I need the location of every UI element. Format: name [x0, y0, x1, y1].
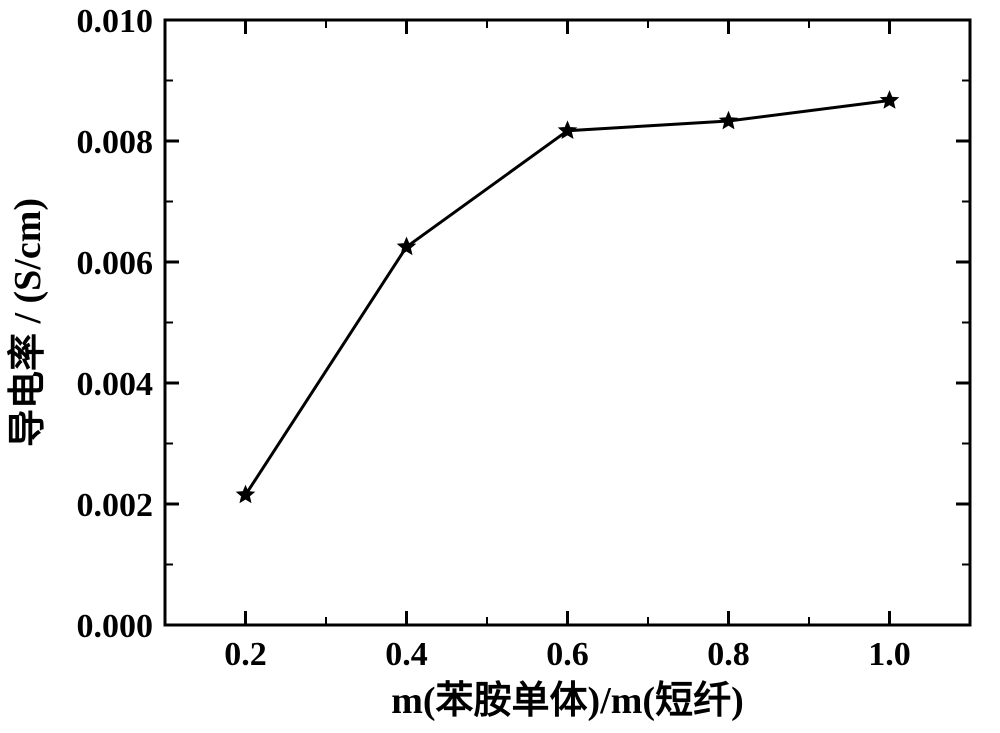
- x-axis-label: m(苯胺单体)/m(短纤): [391, 680, 743, 722]
- y-tick-label: 0.002: [77, 487, 154, 524]
- series-marker-star: [720, 112, 737, 128]
- y-axis-label: 导电率 / (S/cm): [7, 198, 49, 447]
- x-tick-label: 0.8: [707, 636, 750, 673]
- x-tick-label: 0.4: [385, 636, 428, 673]
- x-tick-label: 0.6: [546, 636, 589, 673]
- series-marker-star: [881, 91, 898, 107]
- x-tick-label: 1.0: [868, 636, 911, 673]
- y-tick-label: 0.006: [77, 245, 154, 282]
- plot-border: [165, 20, 970, 625]
- series-line: [246, 100, 890, 494]
- chart-svg: 0.2 0.4 0.6 0.8 1.0 0.000 0.002 0.004 0.006 0.008…: [0, 0, 1000, 733]
- series-marker-star: [398, 238, 415, 254]
- y-tick-label: 0.000: [77, 608, 154, 645]
- x-tick-label: 0.2: [224, 636, 267, 673]
- y-tick-label: 0.008: [77, 124, 154, 161]
- y-tick-label: 0.010: [77, 3, 154, 40]
- y-tick-label: 0.004: [77, 366, 154, 403]
- chart-container: 0.2 0.4 0.6 0.8 1.0 0.000 0.002 0.004 0.006 0.008…: [0, 0, 1000, 733]
